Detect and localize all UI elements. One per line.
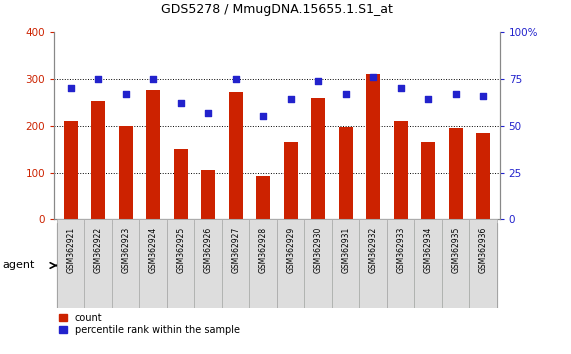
- Text: GSM362930: GSM362930: [313, 227, 323, 273]
- Point: [148, 76, 158, 81]
- Text: GSM362932: GSM362932: [369, 227, 377, 273]
- Point: [121, 91, 130, 97]
- FancyBboxPatch shape: [250, 219, 277, 308]
- Bar: [284, 142, 297, 219]
- Text: GSM362935: GSM362935: [451, 227, 460, 273]
- Text: GSM362927: GSM362927: [231, 227, 240, 273]
- Bar: [366, 74, 380, 219]
- Point: [313, 78, 323, 84]
- Bar: [91, 101, 105, 219]
- Point: [286, 97, 295, 102]
- Bar: [202, 170, 215, 219]
- Bar: [229, 92, 243, 219]
- Text: GSM362929: GSM362929: [286, 227, 295, 273]
- Text: tamoxifen: tamoxifen: [309, 261, 355, 270]
- Point: [176, 100, 185, 106]
- Text: GDS5278 / MmugDNA.15655.1.S1_at: GDS5278 / MmugDNA.15655.1.S1_at: [161, 3, 393, 16]
- Point: [231, 76, 240, 81]
- Point: [396, 85, 405, 91]
- Text: GSM362931: GSM362931: [341, 227, 350, 273]
- FancyBboxPatch shape: [112, 219, 139, 308]
- FancyBboxPatch shape: [387, 223, 497, 308]
- Bar: [119, 126, 132, 219]
- Point: [451, 91, 460, 97]
- Bar: [394, 121, 408, 219]
- Bar: [174, 149, 188, 219]
- Text: agent: agent: [3, 261, 35, 270]
- Text: GSM362928: GSM362928: [259, 227, 268, 273]
- Point: [424, 97, 433, 102]
- Text: GSM362921: GSM362921: [66, 227, 75, 273]
- Bar: [449, 128, 463, 219]
- Bar: [311, 98, 325, 219]
- FancyBboxPatch shape: [415, 219, 442, 308]
- Bar: [256, 176, 270, 219]
- Point: [259, 113, 268, 119]
- FancyBboxPatch shape: [195, 219, 222, 308]
- Point: [369, 74, 378, 80]
- Text: GSM362926: GSM362926: [204, 227, 213, 273]
- FancyBboxPatch shape: [139, 219, 167, 308]
- Point: [66, 85, 75, 91]
- FancyBboxPatch shape: [332, 219, 359, 308]
- FancyBboxPatch shape: [85, 219, 112, 308]
- Text: GSM362934: GSM362934: [424, 227, 433, 273]
- Legend: count, percentile rank within the sample: count, percentile rank within the sample: [59, 313, 240, 335]
- Text: GSM362936: GSM362936: [478, 227, 488, 273]
- Text: estradiol and tamoxifen: estradiol and tamoxifen: [388, 261, 496, 270]
- FancyBboxPatch shape: [57, 219, 85, 308]
- FancyBboxPatch shape: [277, 223, 387, 308]
- Text: estradiol: estradiol: [202, 261, 242, 270]
- FancyBboxPatch shape: [277, 219, 304, 308]
- Point: [341, 91, 350, 97]
- FancyBboxPatch shape: [387, 219, 415, 308]
- Point: [94, 76, 103, 81]
- Text: GSM362923: GSM362923: [121, 227, 130, 273]
- FancyBboxPatch shape: [304, 219, 332, 308]
- Text: GSM362925: GSM362925: [176, 227, 185, 273]
- Text: GSM362933: GSM362933: [396, 227, 405, 273]
- Bar: [476, 133, 490, 219]
- FancyBboxPatch shape: [469, 219, 497, 308]
- Bar: [421, 142, 435, 219]
- Bar: [64, 121, 78, 219]
- Text: GSM362922: GSM362922: [94, 227, 103, 273]
- Point: [204, 110, 213, 115]
- Bar: [146, 91, 160, 219]
- Bar: [339, 127, 352, 219]
- FancyBboxPatch shape: [222, 219, 250, 308]
- FancyBboxPatch shape: [167, 223, 277, 308]
- FancyBboxPatch shape: [359, 219, 387, 308]
- FancyBboxPatch shape: [167, 219, 195, 308]
- Point: [478, 93, 488, 98]
- Text: control: control: [96, 261, 128, 270]
- FancyBboxPatch shape: [442, 219, 469, 308]
- FancyBboxPatch shape: [57, 223, 167, 308]
- Text: GSM362924: GSM362924: [148, 227, 158, 273]
